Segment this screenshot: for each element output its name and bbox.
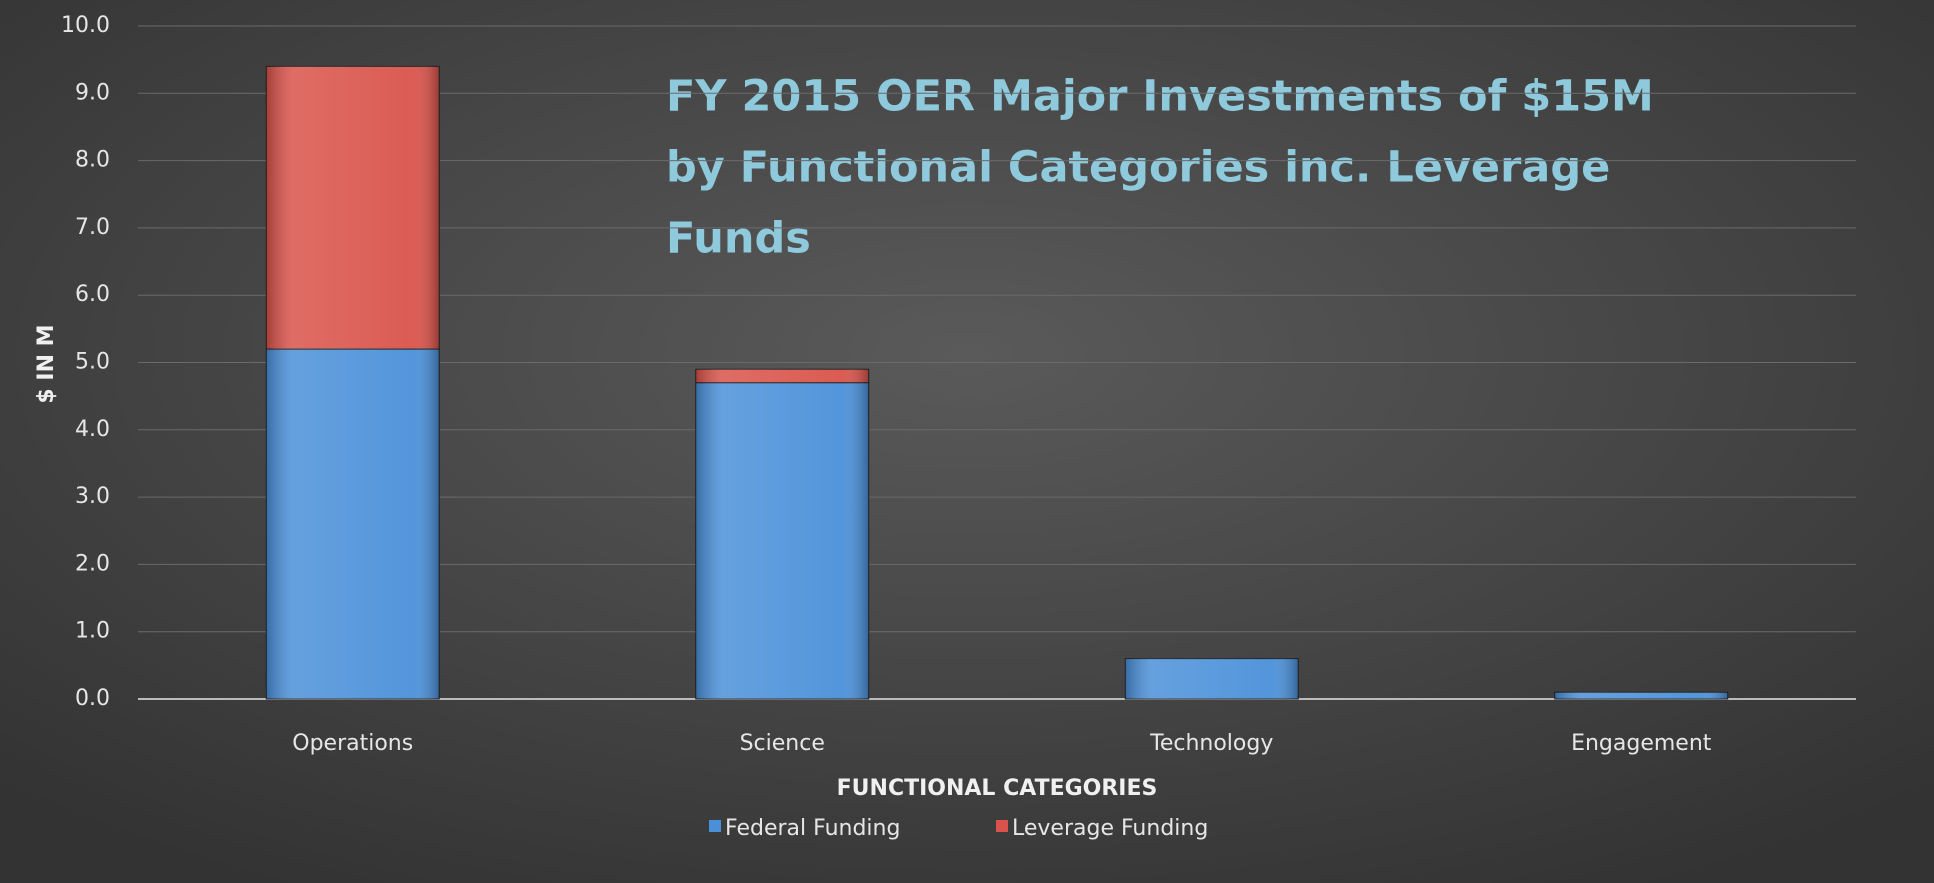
y-tick-label: 1.0 (75, 619, 110, 644)
y-tick-label: 2.0 (75, 551, 110, 576)
bar-shine (266, 66, 440, 350)
x-axis-title: FUNCTIONAL CATEGORIES (837, 776, 1158, 801)
y-tick-label: 4.0 (75, 417, 110, 442)
bar-shine (1554, 692, 1728, 699)
y-tick-label: 6.0 (75, 282, 110, 307)
y-tick-label: 9.0 (75, 80, 110, 105)
y-tick-label: 5.0 (75, 350, 110, 375)
legend-label: Federal Funding (725, 816, 900, 841)
x-tick-label: Science (740, 731, 825, 756)
chart-title: by Functional Categories inc. Leverage (666, 143, 1610, 193)
bar-shine (266, 349, 440, 699)
y-axis-title: $ IN M (34, 324, 59, 403)
y-tick-label: 7.0 (75, 215, 110, 240)
legend-swatch (709, 820, 721, 832)
x-tick-label: Operations (292, 731, 413, 756)
bar-shine (1125, 658, 1299, 699)
bar-shine (695, 369, 869, 383)
chart-title: FY 2015 OER Major Investments of $15M (666, 72, 1654, 122)
legend-swatch (996, 820, 1008, 832)
x-tick-label: Engagement (1571, 731, 1712, 756)
legend-label: Leverage Funding (1012, 816, 1208, 841)
y-tick-label: 0.0 (75, 686, 110, 711)
y-tick-label: 8.0 (75, 148, 110, 173)
chart-title: Funds (666, 214, 811, 264)
x-tick-label: Technology (1149, 731, 1273, 756)
bar-shine (695, 382, 869, 699)
y-tick-label: 3.0 (75, 484, 110, 509)
y-tick-label: 10.0 (61, 13, 110, 38)
